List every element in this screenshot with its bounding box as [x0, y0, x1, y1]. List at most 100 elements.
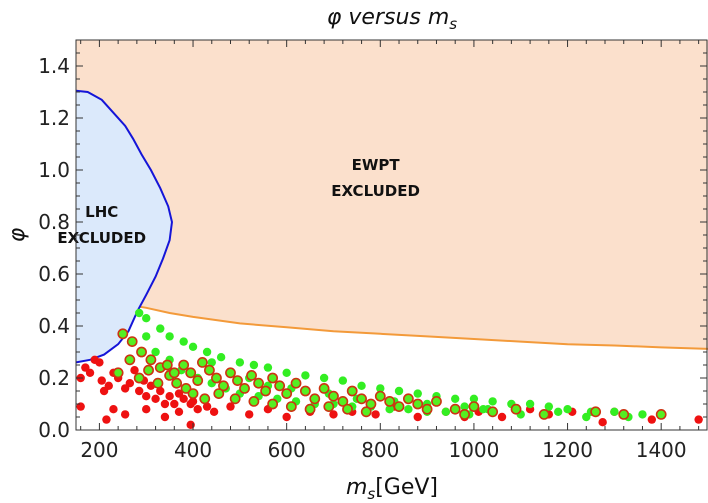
data-point	[178, 359, 190, 371]
x-tick-label: 600	[268, 438, 306, 462]
data-point	[357, 381, 366, 390]
data-point	[188, 342, 198, 351]
data-point	[694, 415, 703, 424]
data-point	[655, 408, 667, 420]
data-point	[196, 356, 208, 368]
data-point	[610, 407, 619, 416]
ewpt-excluded-region	[76, 40, 708, 349]
data-point	[193, 405, 202, 414]
data-point	[95, 358, 104, 367]
lhc-label-line-1: LHC	[85, 203, 118, 221]
scatter-points	[76, 308, 703, 429]
data-point	[544, 402, 554, 411]
data-point	[160, 399, 170, 409]
data-point	[85, 368, 95, 377]
data-point	[260, 385, 271, 397]
data-point	[309, 393, 321, 405]
data-point	[282, 368, 291, 377]
data-point	[249, 360, 259, 370]
data-point	[135, 308, 144, 318]
data-point	[394, 386, 404, 396]
data-point	[449, 403, 461, 415]
data-point	[638, 410, 647, 419]
data-point	[421, 403, 433, 415]
data-point	[226, 402, 235, 411]
data-point	[143, 364, 154, 376]
data-point	[213, 388, 225, 399]
y-tick-label: 0.4	[38, 314, 70, 338]
data-point	[185, 367, 197, 379]
data-point	[459, 408, 470, 420]
series-green-red-edge	[112, 328, 667, 420]
x-tick-label: 200	[80, 438, 118, 462]
data-point	[248, 395, 260, 407]
y-tick-label: 1.2	[38, 106, 70, 130]
data-point	[239, 382, 250, 394]
data-point	[274, 380, 286, 392]
y-tick-label: 0.2	[38, 366, 70, 390]
data-point	[202, 347, 212, 357]
x-tick-label: 800	[361, 438, 399, 462]
y-tick-label: 0.0	[38, 418, 70, 442]
data-point	[199, 393, 211, 405]
excluded-regions	[76, 40, 708, 364]
data-point	[235, 358, 245, 367]
y-axis-title: φ	[5, 227, 30, 242]
data-point	[109, 405, 118, 414]
data-point	[337, 395, 349, 407]
data-point	[431, 395, 442, 407]
chart-title-sub: s	[449, 15, 457, 33]
x-axis-title: ms[GeV]	[346, 475, 438, 503]
data-point	[136, 346, 147, 358]
data-point	[299, 385, 311, 397]
data-point	[174, 407, 184, 416]
x-tick-label: 1400	[636, 438, 687, 462]
data-point	[202, 402, 212, 411]
data-point	[156, 324, 165, 333]
data-point	[142, 405, 151, 414]
data-point	[329, 410, 338, 419]
data-point	[319, 373, 329, 383]
axis-ticks: 200 400 600 800 1000 1200 1400 0.0 0.2 0.4 0.6 0.8 1…	[38, 39, 707, 462]
data-point	[441, 407, 451, 416]
data-point	[179, 394, 188, 403]
data-point	[487, 406, 499, 418]
data-point	[180, 382, 192, 394]
data-point	[479, 405, 488, 414]
data-point	[218, 380, 229, 392]
data-point	[360, 406, 372, 418]
data-point	[290, 377, 302, 389]
data-point	[263, 363, 273, 372]
y-tick-label: 0.6	[38, 262, 70, 286]
data-point	[188, 397, 198, 406]
data-point	[120, 410, 130, 419]
data-point	[142, 314, 151, 323]
data-point	[124, 354, 136, 366]
y-tick-label: 0.8	[38, 210, 70, 234]
data-point	[165, 332, 174, 341]
data-point	[497, 412, 507, 422]
data-point	[192, 375, 204, 386]
data-point	[145, 354, 157, 366]
data-point	[170, 399, 179, 409]
data-point	[209, 407, 219, 416]
y-tick-label: 1.4	[38, 54, 70, 78]
data-point	[246, 369, 257, 381]
x-tick-label: 1200	[542, 438, 593, 462]
data-point	[161, 359, 173, 371]
data-point	[385, 405, 394, 414]
lhc-boundary-curve	[76, 89, 173, 364]
data-point	[469, 394, 479, 403]
data-point	[151, 394, 160, 403]
data-point	[232, 375, 243, 386]
data-point	[281, 388, 293, 399]
data-point	[142, 332, 151, 341]
chart-title: φ versus ms	[327, 5, 457, 33]
data-point	[142, 392, 151, 401]
x-axis-title-suffix: [GeV]	[375, 475, 438, 500]
data-point	[318, 382, 330, 394]
data-point	[156, 386, 165, 396]
data-point	[267, 372, 279, 384]
x-tick-label: 1000	[448, 438, 499, 462]
